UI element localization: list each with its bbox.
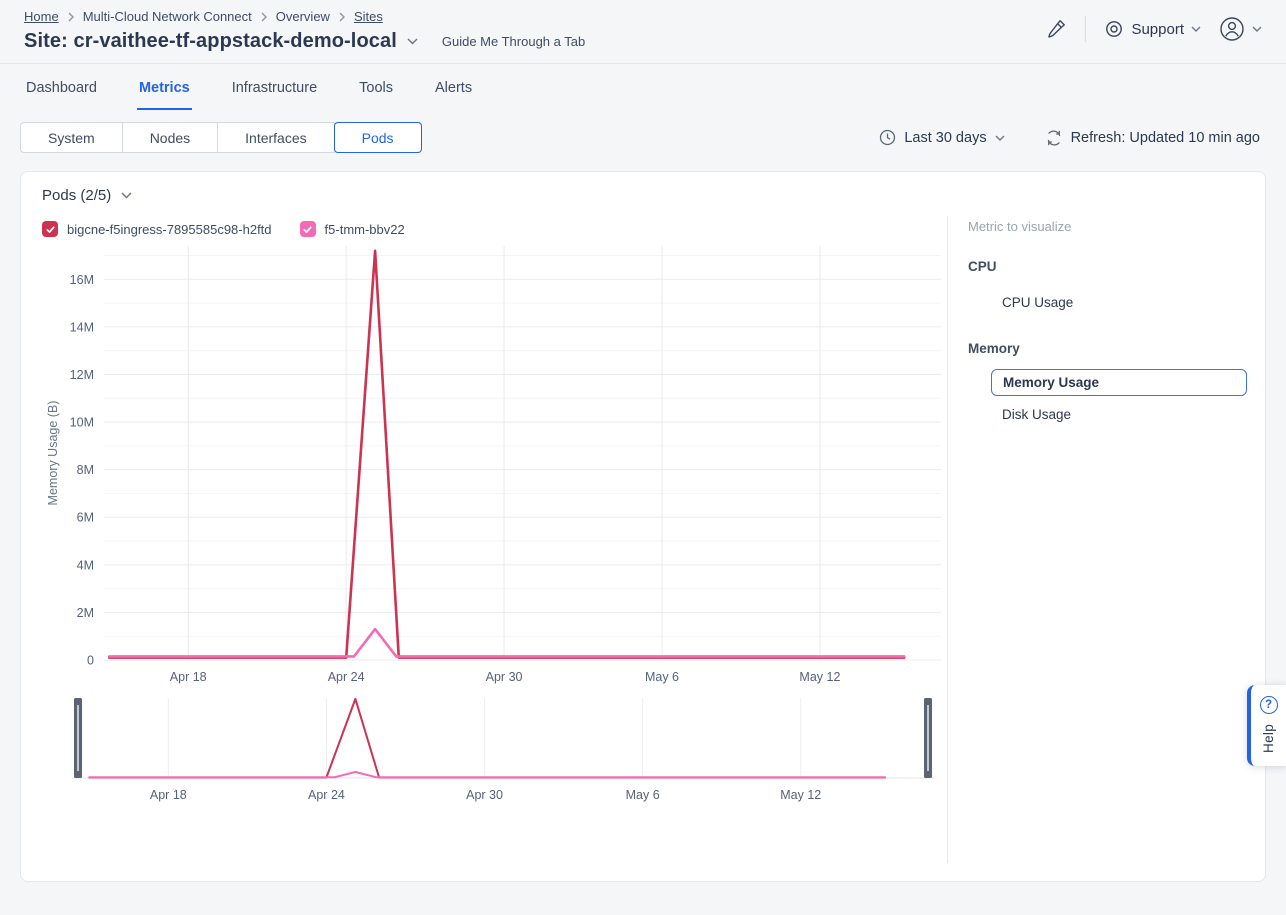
chevron-down-icon xyxy=(1191,26,1201,32)
tab-alerts[interactable]: Alerts xyxy=(435,80,473,96)
question-circle-icon: ? xyxy=(1259,696,1278,714)
legend-checkbox-f5tmm[interactable] xyxy=(299,221,316,237)
legend-item: bigcne-f5ingress-7895585c98-h2ftd xyxy=(42,221,272,237)
user-circle-icon xyxy=(1220,17,1244,41)
chevron-right-icon xyxy=(68,12,74,22)
tab-infrastructure[interactable]: Infrastructure xyxy=(231,80,318,96)
svg-text:Apr 24: Apr 24 xyxy=(328,670,365,684)
metric-option-memory-usage[interactable]: Memory Usage xyxy=(991,369,1247,396)
breadcrumb-sites[interactable]: Sites xyxy=(353,9,383,24)
svg-text:0: 0 xyxy=(87,654,94,668)
support-label: Support xyxy=(1131,20,1184,38)
brush-handle-left xyxy=(74,698,82,778)
support-menu[interactable]: Support xyxy=(1104,19,1201,39)
page-header: Home Multi-Cloud Network Connect Overvie… xyxy=(0,0,1286,64)
time-range-brush-chart[interactable]: Apr 18 Apr 24 Apr 30 May 6 May 12 xyxy=(42,692,947,806)
paintbrush-icon[interactable] xyxy=(1045,18,1067,40)
guide-me-link[interactable]: Guide Me Through a Tab xyxy=(441,34,586,49)
legend-label: bigcne-f5ingress-7895585c98-h2ftd xyxy=(67,221,272,237)
svg-text:May 6: May 6 xyxy=(645,670,679,684)
metric-picker-title: Metric to visualize xyxy=(968,219,1072,234)
svg-text:Memory Usage (B): Memory Usage (B) xyxy=(46,401,60,506)
legend-checkbox-bigcne[interactable] xyxy=(42,221,58,237)
tab-dashboard[interactable]: Dashboard xyxy=(26,80,97,96)
chevron-right-icon xyxy=(261,12,267,22)
scope-button-nodes[interactable]: Nodes xyxy=(121,122,219,153)
svg-text:Apr 18: Apr 18 xyxy=(150,788,187,802)
panel-chevron-down-icon[interactable] xyxy=(121,192,132,199)
scope-button-system[interactable]: System xyxy=(20,122,123,153)
scope-button-interfaces[interactable]: Interfaces xyxy=(217,122,335,153)
legend-label: f5-tmm-bbv22 xyxy=(324,221,405,237)
chevron-down-icon xyxy=(995,135,1005,141)
svg-text:Apr 30: Apr 30 xyxy=(486,670,523,684)
chevron-right-icon xyxy=(339,12,345,22)
refresh-arrows-icon xyxy=(1047,130,1060,145)
controls-row: System Nodes Interfaces Pods Last 30 day… xyxy=(0,110,1286,153)
time-range-selector[interactable]: Last 30 days xyxy=(879,129,1005,146)
svg-text:Apr 18: Apr 18 xyxy=(170,670,207,684)
svg-text:16M: 16M xyxy=(70,273,94,287)
tab-bar: Dashboard Metrics Infrastructure Tools A… xyxy=(0,64,1286,110)
metric-option-disk-usage[interactable]: Disk Usage xyxy=(1002,407,1072,422)
metrics-scope-segmented-control: System Nodes Interfaces Pods xyxy=(20,122,422,153)
metric-option-cpu-usage[interactable]: CPU Usage xyxy=(1002,295,1074,310)
legend-item: f5-tmm-bbv22 xyxy=(299,221,405,237)
chart-section: Pods (2/5) bigcne-f5ingress-7895585c98-h… xyxy=(21,172,947,881)
tab-tools[interactable]: Tools xyxy=(359,80,393,96)
pods-metrics-card: Pods (2/5) bigcne-f5ingress-7895585c98-h… xyxy=(20,171,1266,882)
clock-icon xyxy=(880,129,896,146)
metric-group-memory: Memory xyxy=(968,341,1020,356)
svg-text:2M: 2M xyxy=(77,606,94,620)
svg-text:May 6: May 6 xyxy=(626,788,660,802)
refresh-label: Refresh: Updated 10 min ago xyxy=(1070,129,1260,146)
pods-panel-title: Pods (2/5) xyxy=(42,187,112,204)
svg-text:14M: 14M xyxy=(70,320,94,334)
check-icon xyxy=(303,225,312,233)
tab-metrics[interactable]: Metrics xyxy=(136,64,192,110)
svg-text:4M: 4M xyxy=(77,558,94,572)
refresh-control[interactable]: Refresh: Updated 10 min ago xyxy=(1045,129,1260,147)
metric-picker-panel: Metric to visualize CPU CPU Usage Memory… xyxy=(947,216,1265,863)
header-divider xyxy=(1085,16,1087,42)
svg-text:8M: 8M xyxy=(77,463,94,477)
breadcrumb-home[interactable]: Home xyxy=(24,9,59,24)
metric-group-cpu: CPU xyxy=(968,259,997,274)
lifebuoy-icon xyxy=(1106,21,1123,37)
breadcrumb-mcn-connect[interactable]: Multi-Cloud Network Connect xyxy=(82,9,252,24)
help-label: Help xyxy=(1261,724,1276,753)
time-range-label: Last 30 days xyxy=(904,129,987,146)
brush-handle-right xyxy=(924,698,932,778)
memory-usage-line-chart[interactable]: 0 2M 4M 6M 8M 10M 12M 14M 16M Memory Usage (B) Apr… xyxy=(42,240,947,692)
svg-text:Apr 30: Apr 30 xyxy=(466,788,503,802)
svg-text:12M: 12M xyxy=(70,368,94,382)
svg-text:May 12: May 12 xyxy=(780,788,821,802)
scope-button-pods[interactable]: Pods xyxy=(333,122,422,153)
breadcrumb: Home Multi-Cloud Network Connect Overvie… xyxy=(24,9,1262,24)
check-icon xyxy=(45,225,55,233)
help-tab[interactable]: ? Help xyxy=(1247,685,1286,766)
page-title: Site: cr-vaithee-tf-appstack-demo-local xyxy=(24,30,397,52)
svg-text:10M: 10M xyxy=(70,416,94,430)
svg-text:May 12: May 12 xyxy=(799,670,840,684)
chart-legend: bigcne-f5ingress-7895585c98-h2ftd f5-tmm… xyxy=(42,221,947,237)
svg-text:Apr 24: Apr 24 xyxy=(308,788,345,802)
account-menu[interactable] xyxy=(1219,16,1262,42)
title-chevron-down-icon[interactable] xyxy=(407,38,418,45)
breadcrumb-overview[interactable]: Overview xyxy=(275,9,330,24)
chevron-down-icon xyxy=(1252,26,1262,32)
svg-text:6M: 6M xyxy=(77,511,94,525)
